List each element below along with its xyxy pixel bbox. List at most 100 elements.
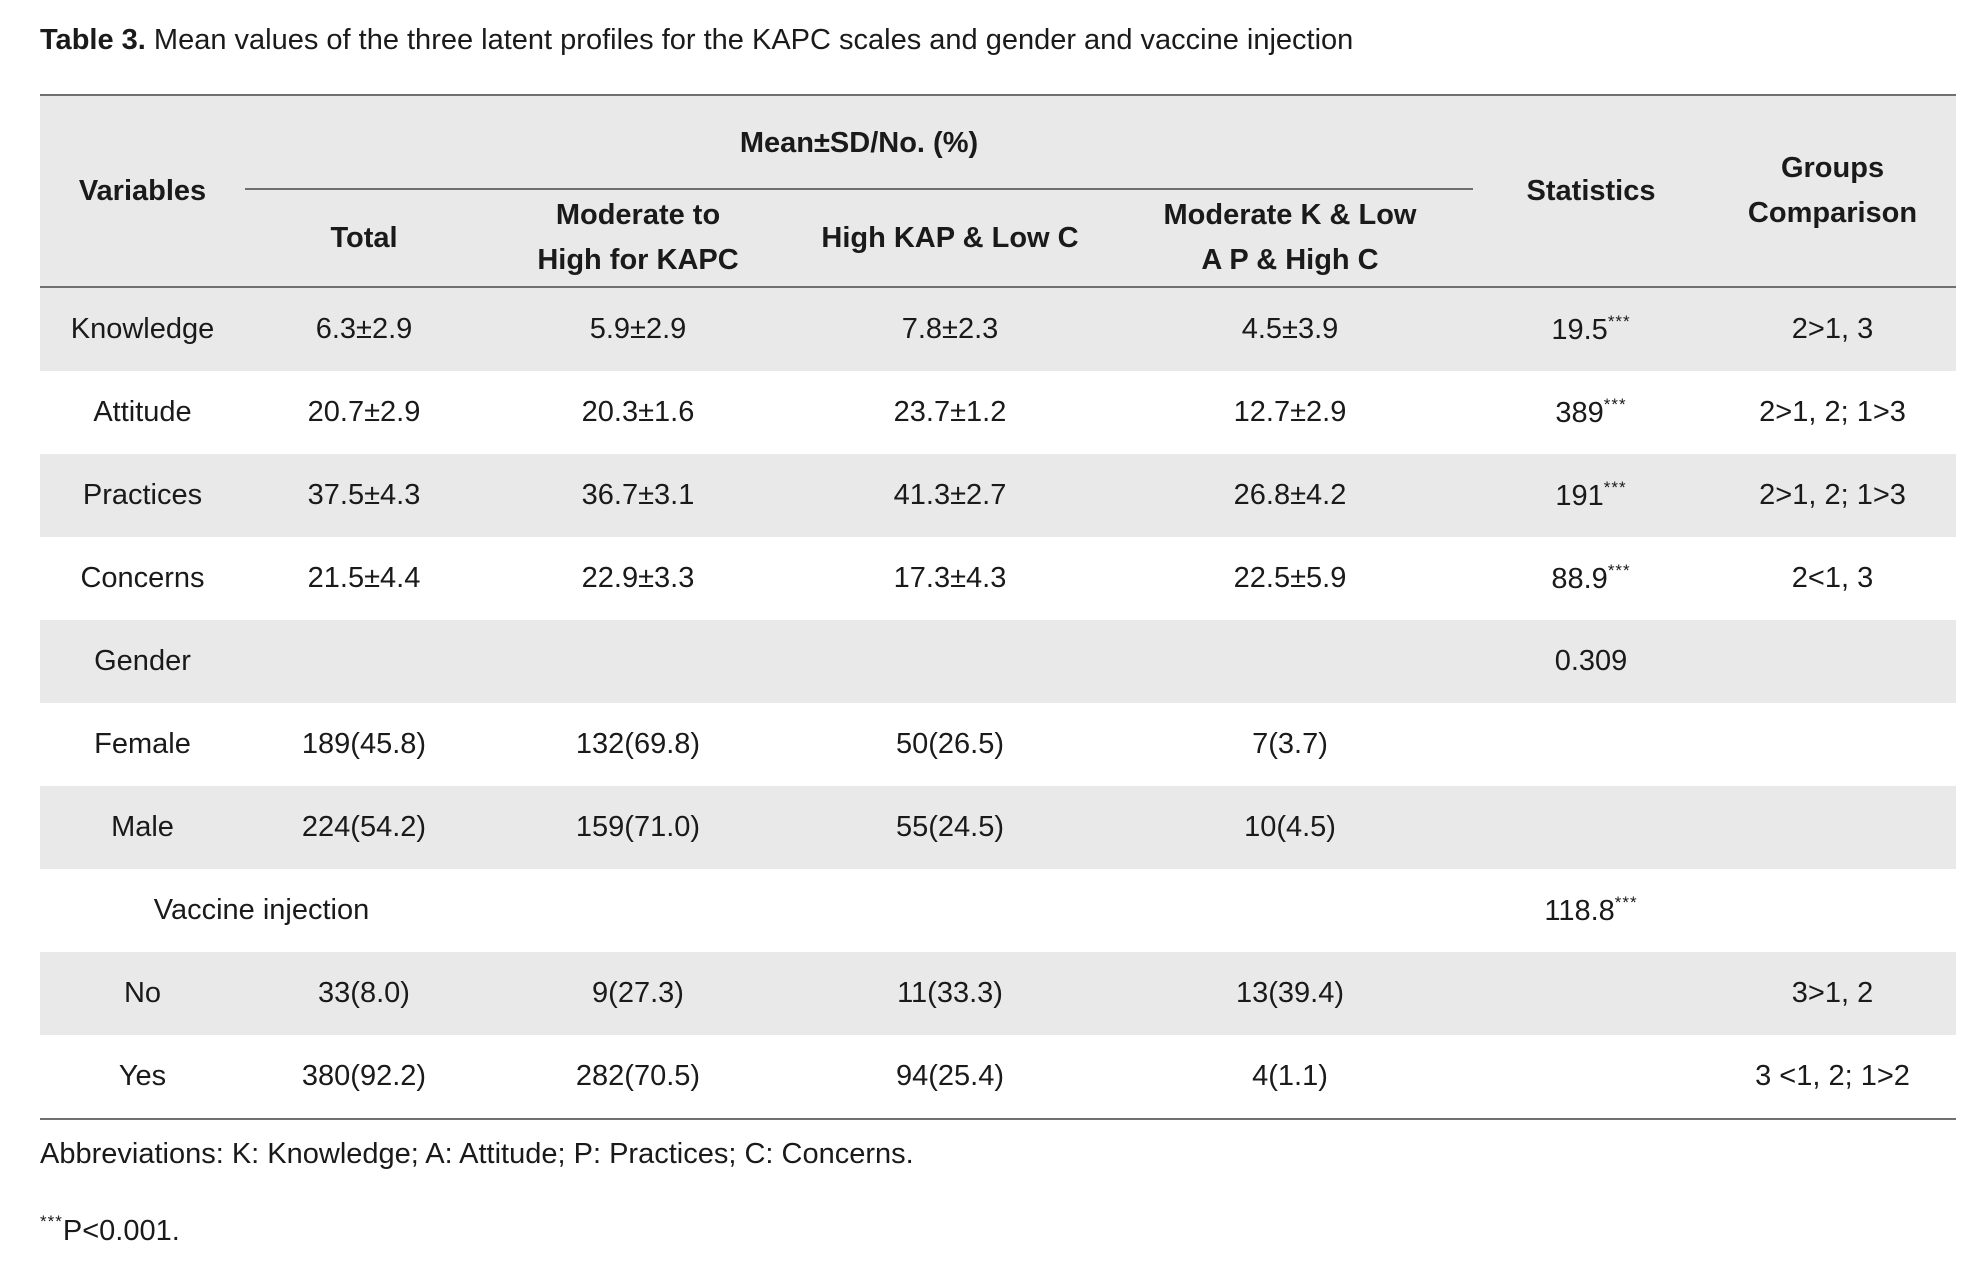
cell-total: 21.5±4.4 xyxy=(245,537,483,620)
cell-statistics: 19.5*** xyxy=(1473,287,1710,371)
cell-statistics xyxy=(1473,952,1710,1035)
cell-variable: Concerns xyxy=(40,537,245,620)
cell-variable-text: Vaccine injection xyxy=(153,894,370,926)
header-groups-comparison-line1: Groups xyxy=(1780,152,1885,184)
cell-comparison-text: 3 <1, 2; 1>2 xyxy=(1755,1060,1910,1092)
cell-statistics: 118.8*** xyxy=(1473,869,1709,952)
cell-profile3: 4(1.1) xyxy=(1107,1035,1473,1119)
table-row: Concerns 21.5±4.4 22.9±3.3 17.3±4.3 22.5±5.9… xyxy=(40,537,1956,620)
table-caption-text: Mean values of the three latent profiles… xyxy=(153,24,1354,56)
cell-profile3-text: 22.5±5.9 xyxy=(1233,562,1347,594)
cell-profile3 xyxy=(1107,869,1473,952)
significance-marker: *** xyxy=(1614,893,1638,912)
cell-profile3-text: 26.8±4.2 xyxy=(1233,479,1347,511)
header-profile1: Moderate to High for KAPC xyxy=(483,190,793,287)
cell-comparison-text: 2>1, 3 xyxy=(1791,313,1874,345)
cell-comparison-text: 2<1, 3 xyxy=(1791,562,1874,594)
cell-statistics-text: 19.5 xyxy=(1551,314,1608,346)
cell-comparison: 2>1, 2; 1>3 xyxy=(1709,454,1957,537)
significance-text: P<0.001. xyxy=(62,1215,180,1247)
cell-profile1-text: 20.3±1.6 xyxy=(581,396,695,428)
cell-total: 33(8.0) xyxy=(245,952,483,1035)
cell-comparison: 3>1, 2 xyxy=(1709,952,1957,1035)
cell-total-text: 380(92.2) xyxy=(301,1060,427,1092)
cell-total: 189(45.8) xyxy=(245,703,483,786)
table-body: Knowledge 6.3±2.9 5.9±2.9 7.8±2.3 4.5±3.9 19.… xyxy=(40,287,1957,1119)
cell-profile1: 132(69.8) xyxy=(483,703,793,786)
cell-profile1: 36.7±3.1 xyxy=(483,454,793,537)
significance-marker: *** xyxy=(1603,478,1627,497)
cell-total: 37.5±4.3 xyxy=(245,454,483,537)
cell-profile3-text: 4.5±3.9 xyxy=(1241,313,1339,345)
cell-profile3-text: 10(4.5) xyxy=(1244,811,1336,843)
cell-total-text: 224(54.2) xyxy=(301,811,427,843)
cell-profile3-text: 4(1.1) xyxy=(1252,1060,1328,1092)
abbreviations-note: Abbreviations: K: Knowledge; A: Attitude… xyxy=(40,1138,914,1170)
cell-variable: Attitude xyxy=(40,371,245,454)
cell-profile2: 41.3±2.7 xyxy=(793,454,1107,537)
cell-total-text: 33(8.0) xyxy=(318,977,410,1009)
table-caption: Table 3. Mean values of the three latent… xyxy=(40,18,1353,62)
header-groups-comparison: Groups Comparison xyxy=(1709,95,1957,287)
table-row: Vaccine injection 118.8*** xyxy=(40,869,1956,952)
cell-profile1-text: 132(69.8) xyxy=(575,728,701,760)
cell-variable: Practices xyxy=(40,454,245,537)
cell-comparison-text: 2>1, 2; 1>3 xyxy=(1759,396,1906,428)
table-row: Male 224(54.2) 159(71.0) 55(24.5) 10(4.5) xyxy=(40,786,1957,869)
cell-comparison xyxy=(1709,620,1957,703)
cell-profile1-text: 22.9±3.3 xyxy=(581,562,695,594)
cell-comparison: 2>1, 3 xyxy=(1709,287,1957,371)
table-row: Attitude 20.7±2.9 20.3±1.6 23.7±1.2 12.7±2.9… xyxy=(40,371,1956,454)
cell-profile3: 22.5±5.9 xyxy=(1107,537,1473,620)
cell-total-text: 189(45.8) xyxy=(301,728,427,760)
cell-variable-text: Gender xyxy=(94,645,191,677)
cell-profile2: 94(25.4) xyxy=(793,1035,1107,1119)
cell-profile1: 5.9±2.9 xyxy=(483,287,793,371)
cell-profile1-text: 9(27.3) xyxy=(592,977,684,1009)
cell-profile2-text: 94(25.4) xyxy=(895,1060,1004,1092)
significance-marker: *** xyxy=(1607,561,1631,580)
cell-profile2: 23.7±1.2 xyxy=(793,371,1107,454)
table-row: No 33(8.0) 9(27.3) 11(33.3) 13(39.4) 3>1, 2 xyxy=(40,952,1957,1035)
header-profile3: Moderate K & Low A P & High C xyxy=(1107,190,1474,287)
cell-statistics: 389*** xyxy=(1473,371,1709,454)
cell-profile3: 26.8±4.2 xyxy=(1107,454,1474,537)
header-profile1-line2: High for KAPC xyxy=(537,244,739,276)
cell-total-text: 20.7±2.9 xyxy=(307,396,421,428)
cell-profile2-text: 50(26.5) xyxy=(895,728,1004,760)
header-variables: Variables xyxy=(40,95,245,287)
header-profile3-line2: A P & High C xyxy=(1201,244,1379,276)
table-row: Gender 0.309 xyxy=(40,620,1957,703)
cell-total: 380(92.2) xyxy=(245,1035,483,1119)
cell-comparison: 2<1, 3 xyxy=(1709,537,1956,620)
cell-profile2 xyxy=(793,620,1107,703)
cell-variable-text: Concerns xyxy=(80,562,205,594)
header-profile3-line1: Moderate K & Low xyxy=(1163,199,1417,231)
cell-comparison xyxy=(1709,786,1957,869)
cell-profile3-text: 12.7±2.9 xyxy=(1233,396,1347,428)
results-table: Variables Mean±SD/No. (%) Statistics Gro… xyxy=(40,94,1957,1120)
cell-profile2: 11(33.3) xyxy=(793,952,1107,1035)
cell-statistics: 191*** xyxy=(1473,454,1710,537)
header-profile1-line1: Moderate to xyxy=(555,199,721,231)
significance-marker: *** xyxy=(40,1212,63,1231)
cell-profile1: 282(70.5) xyxy=(483,1035,793,1119)
header-groups-comparison-line2: Comparison xyxy=(1747,197,1918,229)
cell-total: 224(54.2) xyxy=(245,786,483,869)
cell-profile3: 12.7±2.9 xyxy=(1107,371,1473,454)
cell-statistics: 88.9*** xyxy=(1473,537,1709,620)
cell-profile3: 10(4.5) xyxy=(1107,786,1474,869)
cell-variable-text: Yes xyxy=(118,1060,167,1092)
cell-statistics-text: 118.8 xyxy=(1544,895,1615,927)
cell-statistics-text: 88.9 xyxy=(1551,563,1608,595)
cell-profile1-text: 5.9±2.9 xyxy=(589,313,687,345)
cell-profile2: 55(24.5) xyxy=(793,786,1107,869)
cell-profile2 xyxy=(793,869,1107,952)
cell-variable: Male xyxy=(40,786,245,869)
cell-profile1: 159(71.0) xyxy=(483,786,793,869)
cell-statistics xyxy=(1473,703,1709,786)
cell-comparison-text: 2>1, 2; 1>3 xyxy=(1759,479,1906,511)
cell-profile2-text: 23.7±1.2 xyxy=(893,396,1007,428)
table-caption-label: Table 3. xyxy=(40,24,146,56)
cell-profile2-text: 11(33.3) xyxy=(897,977,1003,1009)
